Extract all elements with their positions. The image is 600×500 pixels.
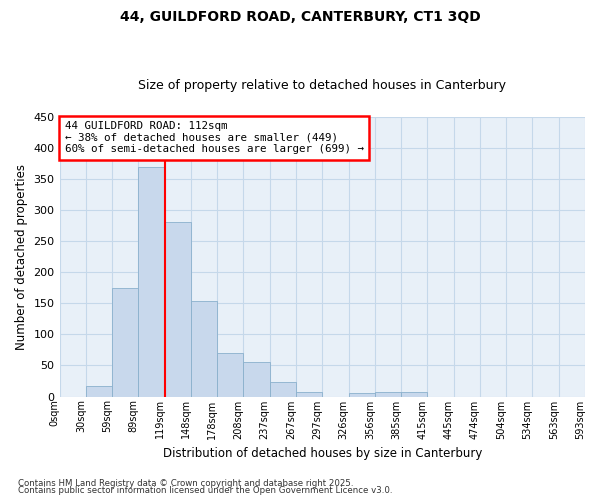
Bar (270, 382, 296, 396)
X-axis label: Distribution of detached houses by size in Canterbury: Distribution of detached houses by size … (163, 447, 482, 460)
Text: 44, GUILDFORD ROAD, CANTERBURY, CT1 3QD: 44, GUILDFORD ROAD, CANTERBURY, CT1 3QD (119, 10, 481, 24)
Bar (139, 166, 164, 396)
Bar (217, 353, 244, 397)
Bar (244, 362, 270, 396)
Title: Size of property relative to detached houses in Canterbury: Size of property relative to detached ho… (138, 79, 506, 92)
Bar (86, 386, 112, 396)
Text: Contains HM Land Registry data © Crown copyright and database right 2025.: Contains HM Land Registry data © Crown c… (18, 478, 353, 488)
Text: Contains public sector information licensed under the Open Government Licence v3: Contains public sector information licen… (18, 486, 392, 495)
Bar (112, 288, 139, 397)
Text: 44 GUILDFORD ROAD: 112sqm
← 38% of detached houses are smaller (449)
60% of semi: 44 GUILDFORD ROAD: 112sqm ← 38% of detac… (65, 121, 364, 154)
Bar (164, 222, 191, 396)
Bar (375, 392, 401, 396)
Y-axis label: Number of detached properties: Number of detached properties (15, 164, 28, 350)
Bar (349, 394, 375, 396)
Bar (296, 392, 322, 396)
Bar (191, 302, 217, 396)
Bar (401, 392, 427, 396)
